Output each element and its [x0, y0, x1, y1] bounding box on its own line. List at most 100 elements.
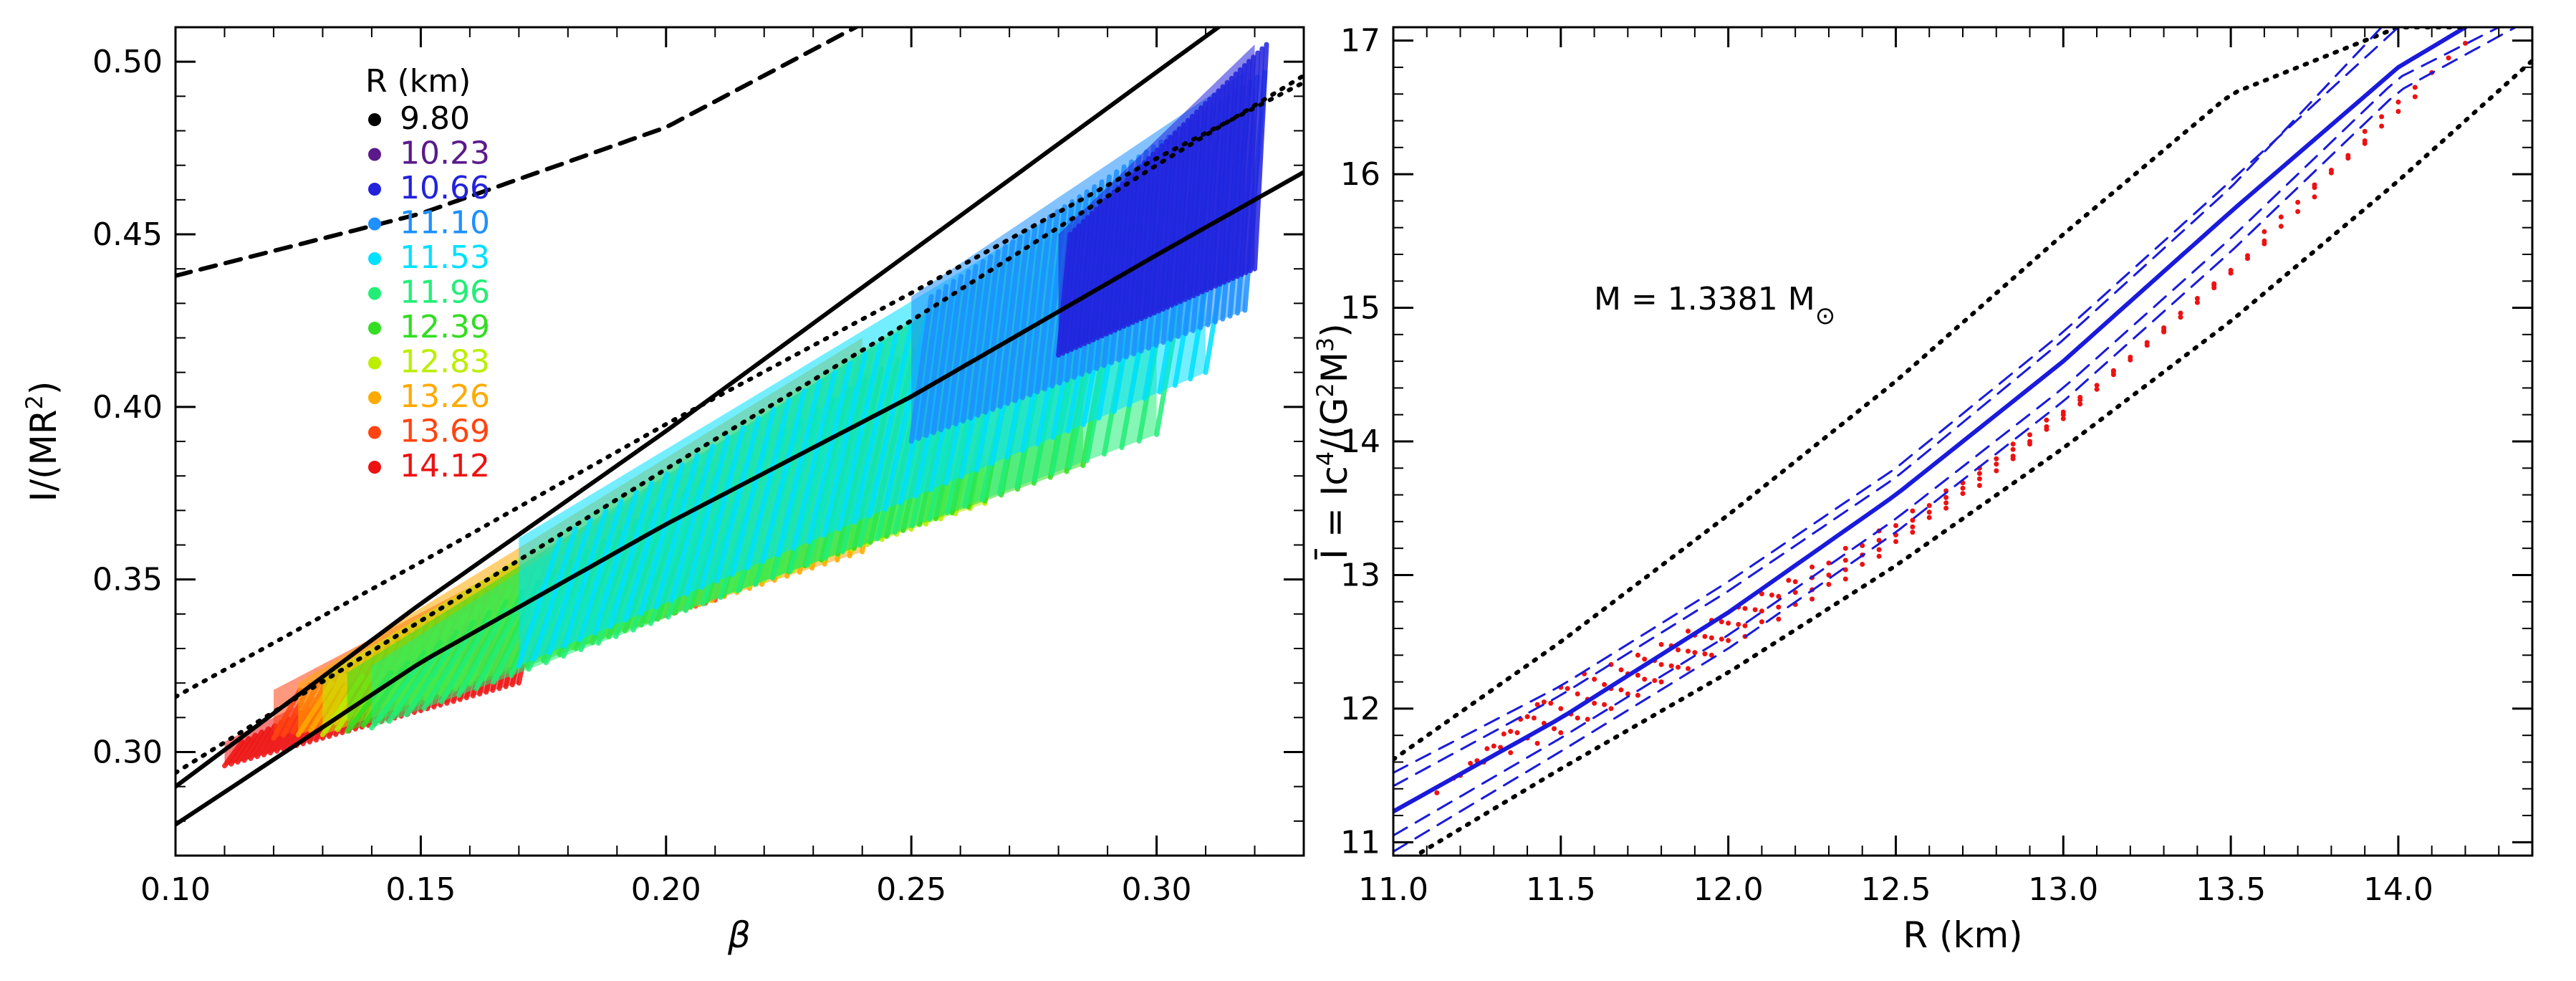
scatter-point [2094, 383, 2100, 388]
scatter-streak [1143, 147, 1160, 320]
scatter-point [2060, 416, 2066, 421]
scatter-point [2077, 401, 2083, 407]
scatter-streak [1247, 46, 1265, 274]
mass-annotation: M = 1.3381 M⊙ [1594, 281, 1835, 330]
scatter-streak [684, 434, 731, 597]
scatter-point [1531, 715, 1537, 721]
scatter-streak [923, 284, 949, 439]
curve-lower-solid-bound [176, 170, 1304, 827]
scatter-streak [235, 732, 258, 765]
left-scatter-bands [222, 42, 1269, 769]
y-tick-label: 0.40 [92, 389, 163, 426]
scatter-point [1810, 596, 1815, 602]
scatter-streak [532, 526, 578, 662]
right-panel: 11.0 11.5 12.0 12.5 13.0 13.5 14.0 11 12 13 14 15 16… [1312, 23, 2534, 956]
scatter-streak [806, 360, 853, 545]
scatter-point [1752, 607, 1758, 613]
scatter-point [2077, 397, 2083, 403]
scatter-streak [852, 332, 899, 525]
scatter-point [2228, 267, 2234, 273]
scatter-point [1676, 647, 1681, 653]
scatter-point [1585, 717, 1590, 722]
scatter-streak [248, 726, 271, 761]
scatter-streak [1112, 177, 1130, 333]
scatter-streak [1160, 130, 1178, 312]
scatter-streak [975, 249, 1001, 418]
scatter-streak [791, 370, 837, 551]
scatter-point [1960, 485, 1966, 491]
scatter-streak [1056, 231, 1073, 358]
scatter-point [1702, 651, 1708, 656]
scatter-point [1686, 628, 1691, 634]
scatter-streak [1169, 122, 1186, 308]
scatter-point [1759, 591, 1764, 597]
scatter-point [1759, 619, 1764, 625]
scatter-point [2245, 253, 2250, 259]
scatter-point [1618, 667, 1624, 673]
scatter-point [1943, 500, 1949, 506]
scatter-streak [1156, 135, 1173, 314]
scatter-point [1508, 729, 1514, 734]
scatter-streak [623, 471, 670, 623]
x-tick-label: 11.5 [1526, 871, 1596, 908]
scatter-streak [577, 499, 624, 643]
scatter-point [2178, 310, 2183, 316]
scatter-point [2345, 153, 2351, 158]
y-tick-label: 0.45 [92, 216, 163, 253]
scatter-streak [653, 452, 701, 610]
scatter-streak [760, 388, 807, 564]
right-curves [1393, 27, 2532, 856]
scatter-point [1742, 606, 1748, 611]
scatter-streak [1230, 63, 1247, 281]
scatter-point [1602, 702, 1607, 707]
scatter-point [2395, 109, 2401, 114]
y-tick-label: 17 [1340, 23, 1380, 59]
scatter-point [1635, 672, 1640, 678]
scatter-streak [997, 234, 1023, 409]
scatter-point [1876, 553, 1882, 559]
right-plot-area [1393, 27, 2532, 856]
scatter-streak [404, 641, 456, 718]
scatter-point [1658, 679, 1664, 685]
scatter-streak [369, 663, 422, 731]
scatter-streak [1060, 227, 1077, 356]
left-legend: R (km) 9.8010.2310.6611.1011.5311.9612.3… [365, 63, 490, 484]
scatter-streak [438, 618, 491, 704]
scatter-point [1708, 635, 1714, 641]
left-plot-area [176, 27, 1304, 827]
scatter-streak [1108, 181, 1125, 335]
legend-label: 11.53 [400, 239, 490, 276]
scatter-point [2379, 123, 2385, 129]
x-tick-label: 12.0 [1693, 871, 1764, 908]
scatter-point [2262, 229, 2267, 234]
scatter-point [1910, 530, 1916, 535]
scatter-point [1726, 621, 1731, 626]
legend-title: R (km) [365, 63, 471, 100]
scatter-point [1910, 508, 1916, 514]
legend-marker [368, 287, 381, 300]
curve-lower-dashed-2 [1393, 27, 2517, 853]
scatter-point [1552, 726, 1557, 732]
scatter-point [2161, 325, 2167, 330]
scatter-point [2194, 296, 2200, 301]
scatter-streak [1138, 151, 1156, 322]
scatter-streak [1125, 164, 1143, 327]
scatter-streak [516, 535, 563, 669]
scatter-point [1876, 537, 1882, 543]
scatter-point [1642, 656, 1648, 662]
scatter-point [2010, 441, 2016, 447]
scatter-point [1776, 593, 1782, 599]
scatter-point [1842, 545, 1848, 551]
scatter-point [2312, 182, 2317, 188]
scatter-point [2027, 432, 2032, 438]
scatter-point [1668, 663, 1674, 669]
scatter-streak [421, 630, 474, 711]
scatter-point [1876, 547, 1882, 552]
curve-lower-dotted [1411, 58, 2532, 856]
scatter-streak [1173, 118, 1191, 306]
scatter-streak [1134, 155, 1152, 323]
scatter-point [1860, 562, 1865, 567]
scatter-point [1976, 471, 1982, 477]
y-tick-label: 12 [1340, 691, 1380, 727]
scatter-point [1468, 760, 1474, 766]
